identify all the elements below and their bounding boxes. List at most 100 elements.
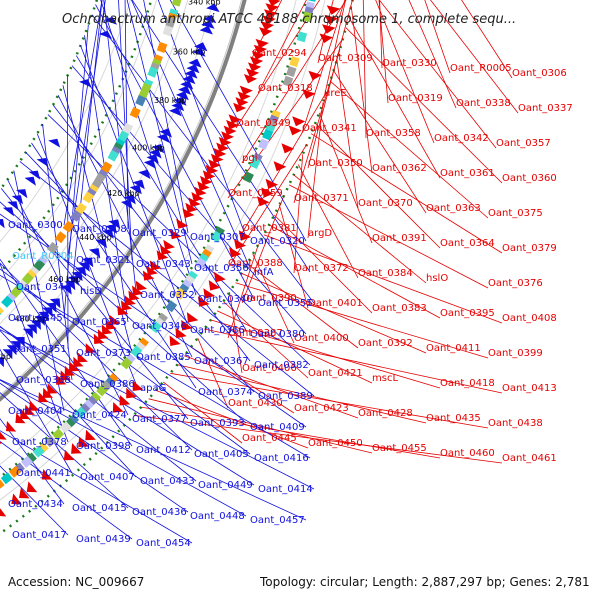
leader-line (25, 152, 255, 393)
cog-block-outer (262, 129, 274, 141)
cog-block-outer (120, 357, 133, 370)
forward-cds-arrow (259, 27, 273, 37)
gene-label: Oant_0368 (16, 375, 71, 386)
gene-label: Oant_0365 (72, 317, 127, 328)
outer-forward-arrow (292, 116, 306, 127)
leader-line (318, 112, 373, 244)
gene-label: Oant_0460 (440, 448, 495, 459)
outer-forward-arrow (19, 487, 30, 499)
reverse-cds-arrow (173, 96, 187, 106)
reverse-cds-arrow (178, 85, 191, 95)
gene-label: Oant_0405 (194, 449, 249, 460)
gene-label: Oant_0434 (8, 499, 63, 510)
outer-forward-arrow (85, 429, 96, 441)
gene-label: Oant_0364 (440, 238, 495, 249)
gene-label: Oant_0399 (488, 348, 543, 359)
gene-label: Oant_R0005 (450, 63, 512, 74)
cog-block-outer (286, 65, 297, 78)
leader-line (293, 174, 427, 284)
leader-line (0, 379, 247, 517)
leader-line (241, 91, 328, 234)
outer-forward-arrow (265, 178, 279, 189)
gene-label: Oant_0414 (258, 484, 313, 495)
leader-line (461, 0, 513, 79)
gene-label: hisD (80, 286, 102, 297)
cog-block-inner (100, 161, 113, 174)
forward-cds-arrow (233, 102, 247, 113)
leader-line (263, 234, 503, 324)
gene-label: Oant_0417 (12, 530, 67, 541)
leader-line (378, 0, 497, 149)
leader-line (317, 0, 334, 64)
forward-cds-arrow (60, 370, 71, 381)
reverse-cds-arrow (202, 14, 217, 24)
outer-forward-arrow (234, 238, 247, 250)
forward-cds-arrow (0, 431, 7, 440)
leader-line (177, 364, 427, 424)
reverse-cds-arrow (105, 224, 117, 234)
outer-forward-arrow (175, 327, 187, 339)
forward-cds-arrow (15, 412, 26, 424)
gene-label: Oant_0300 (8, 220, 63, 231)
leader-line (350, 5, 373, 174)
gene-label: apaG (140, 383, 166, 394)
outer-forward-arrow (281, 143, 295, 154)
forward-cds-arrow (194, 186, 207, 197)
leader-line (80, 45, 189, 327)
outer-forward-arrow (302, 89, 316, 99)
gene-label: Oant_0373 (76, 348, 131, 359)
forward-cds-arrow (176, 218, 189, 229)
leader-line (0, 188, 189, 420)
cog-block-outer (0, 478, 5, 491)
gene-label: Oant_0318 (258, 83, 313, 94)
forward-cds-arrow (265, 3, 279, 13)
outer-forward-arrow (112, 402, 124, 413)
reverse-cds-arrow (169, 107, 182, 117)
gene-label: Oant_0407 (80, 472, 135, 483)
cog-block-inner (129, 106, 141, 119)
leader-line (348, 16, 441, 179)
cog-block-outer (44, 435, 57, 448)
tick-label: 380 kbp (154, 96, 187, 105)
leader-line (0, 392, 129, 509)
backbone-ring (0, 0, 247, 402)
forward-cds-arrow (200, 175, 213, 186)
reverse-cds-arrow (186, 64, 200, 74)
leader-line (329, 80, 489, 219)
leader-line (301, 0, 346, 134)
forward-cds-arrow (24, 404, 35, 415)
leader-line (170, 372, 489, 429)
forward-cds-arrow (185, 202, 198, 213)
leader-line (0, 268, 251, 455)
leader-line (235, 0, 321, 129)
gene-label: Oant_0321 (76, 255, 131, 266)
forward-cds-arrow (101, 324, 113, 335)
outer-forward-arrow (273, 161, 287, 172)
cog-block-outer (130, 345, 143, 358)
reverse-cds-arrow (171, 101, 185, 112)
forward-cds-arrow (93, 333, 105, 344)
forward-cds-arrow (188, 197, 201, 208)
outer-forward-arrow (229, 247, 242, 258)
gene-label: Oant_0423 (294, 403, 349, 414)
gene-label: infA (254, 267, 274, 278)
cog-block-inner (147, 66, 159, 78)
leader-line (241, 194, 285, 304)
gene-label: Oant_0372 (294, 263, 349, 274)
inner-reverse-arrow (2, 207, 14, 217)
forward-cds-arrow (146, 265, 158, 276)
outer-forward-arrow (126, 387, 137, 399)
outer-forward-arrow (41, 469, 53, 480)
forward-cds-arrow (121, 300, 133, 311)
gene-label: Oant_0439 (76, 534, 131, 545)
leader-line (0, 262, 193, 451)
forward-cds-arrow (20, 408, 31, 420)
cog-block-outer (258, 138, 270, 150)
leader-line (216, 310, 373, 384)
cog-block-inner (165, 16, 176, 28)
reverse-cds-arrow (102, 229, 114, 239)
inner-reverse-arrow (28, 170, 41, 180)
cog-block-outer (32, 445, 45, 458)
reverse-cds-arrow (201, 20, 215, 29)
leader-line (227, 244, 259, 339)
